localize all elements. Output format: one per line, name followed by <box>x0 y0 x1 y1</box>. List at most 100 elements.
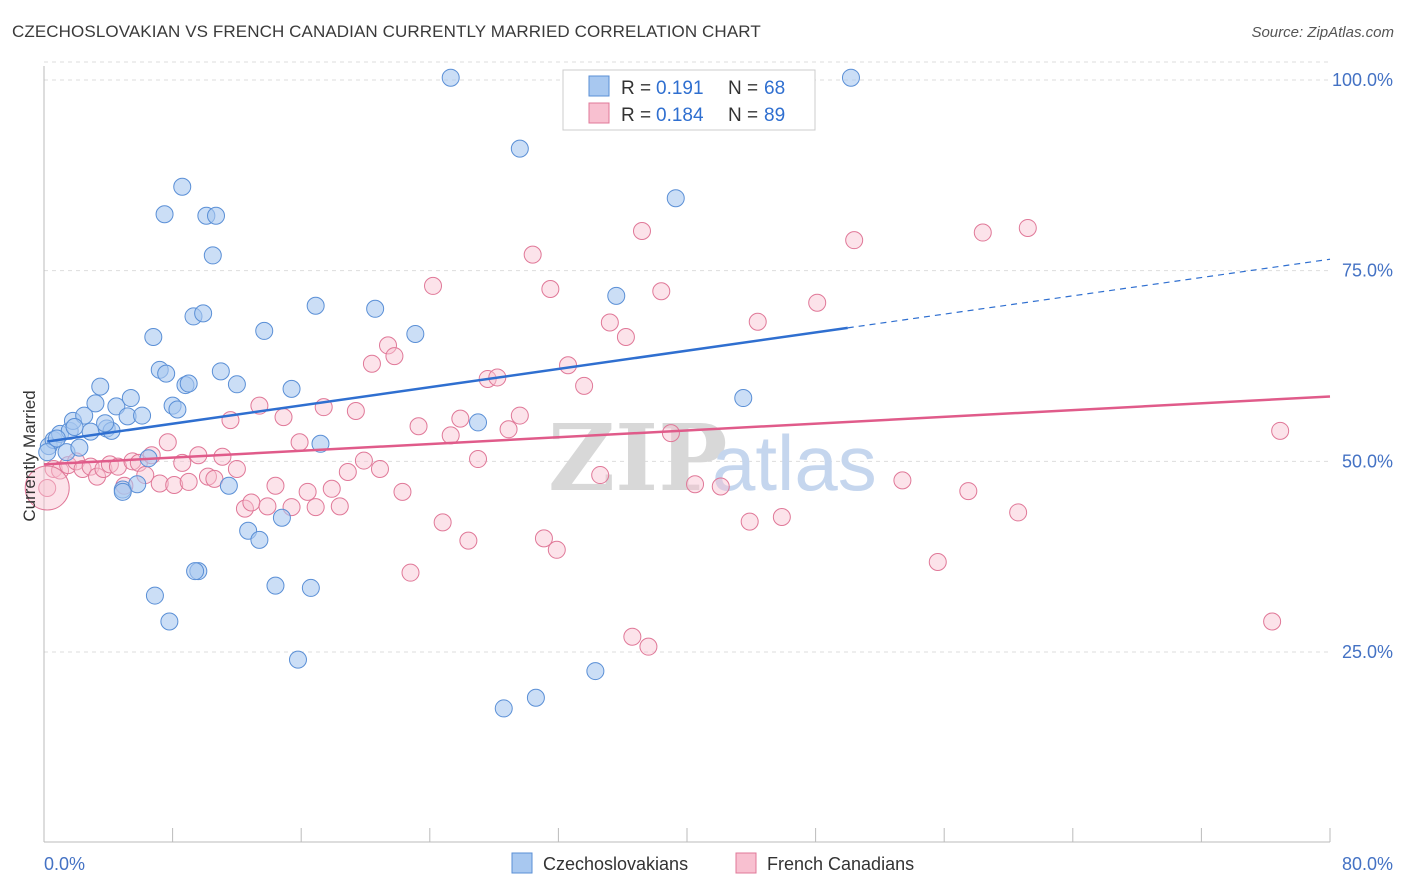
czechoslovakians-point <box>255 321 274 340</box>
czechoslovakians-point <box>179 374 198 393</box>
bottom-legend-blue-swatch <box>511 852 533 874</box>
french-canadians-point <box>258 497 277 516</box>
y-tick-label: 25.0% <box>1342 642 1393 662</box>
french-canadians-point <box>559 356 578 375</box>
czechoslovakians-point <box>586 662 605 681</box>
french-canadians-point <box>274 408 293 427</box>
french-canadians-point <box>652 282 671 301</box>
french-canadians-point <box>623 627 642 646</box>
czechoslovakians-point <box>250 530 269 549</box>
legend-r-label-2: R = <box>621 105 651 126</box>
french-canadians-point <box>24 465 70 511</box>
czechoslovakians-point <box>494 699 513 718</box>
czechoslovakians-point <box>526 688 545 707</box>
french-canadians-point <box>401 563 420 582</box>
czechoslovakians-point <box>194 304 213 323</box>
czechoslovakians-point <box>306 296 325 315</box>
czechoslovakians-points <box>38 68 860 718</box>
czechoslovakians-point <box>211 362 230 381</box>
french-canadians-point <box>845 231 864 250</box>
french-canadians-point <box>173 453 192 472</box>
french-canadians-point <box>424 276 443 295</box>
french-canadians-point <box>1018 218 1037 237</box>
french-canadians-point <box>362 354 381 373</box>
y-tick-labels: 25.0% 50.0% 75.0% 100.0% <box>1332 70 1393 662</box>
french-canadians-point <box>510 406 529 425</box>
watermark: ZIP atlas <box>548 404 877 512</box>
czechoslovakians-point <box>510 139 529 158</box>
legend-blue-swatch <box>588 75 610 97</box>
czechoslovakians-point <box>227 375 246 394</box>
french-canadians-point <box>1009 503 1028 522</box>
legend-top: R = 0.191 N = 68 R = 0.184 N = 89 <box>562 69 816 131</box>
czechoslovakians-point <box>121 389 140 408</box>
bottom-legend-pink-swatch <box>735 852 757 874</box>
french-canadians-point <box>575 376 594 395</box>
czechoslovakians-point <box>207 206 226 225</box>
french-canadians-point <box>740 512 759 531</box>
legend-n-value-2: 89 <box>764 105 785 126</box>
czechoslovakians-point <box>282 379 301 398</box>
french-canadians-point <box>973 223 992 242</box>
french-canadians-point <box>433 513 452 532</box>
french-canadians-point <box>928 553 947 572</box>
grid-lines <box>44 61 1330 653</box>
french-canadians-point <box>541 279 560 298</box>
french-canadians-point <box>322 479 341 498</box>
czechoslovakians-point <box>65 418 84 437</box>
y-tick-label: 50.0% <box>1342 451 1393 471</box>
legend-bottom: Czechoslovakians French Canadians <box>511 852 914 874</box>
legend-n-label-1: N = <box>728 78 758 99</box>
french-canadians-point <box>711 477 730 496</box>
czechoslovakians-point <box>406 324 425 343</box>
french-canadians-point <box>959 482 978 501</box>
french-canadians-point <box>354 451 373 470</box>
french-canadians-point <box>227 459 246 478</box>
french-canadians-point <box>499 420 518 439</box>
french-canadians-point <box>266 476 285 495</box>
french-canadians-point <box>385 347 404 366</box>
french-canadians-point <box>38 479 57 498</box>
legend-n-value-1: 68 <box>764 78 785 99</box>
french-canadians-point <box>409 417 428 436</box>
french-canadians-point <box>523 245 542 264</box>
french-canadians-point <box>393 482 412 501</box>
french-canadians-point <box>338 463 357 482</box>
legend-r-value-2: 0.184 <box>656 105 704 126</box>
french-canadians-point <box>451 409 470 428</box>
french-canadians-point <box>150 474 169 493</box>
source-label: Source: ZipAtlas.com <box>1251 24 1394 41</box>
french-canadians-point <box>591 466 610 485</box>
french-canadians-point <box>459 531 478 550</box>
czechoslovakians-point <box>666 189 685 208</box>
czechoslovakians-point <box>734 389 753 408</box>
czechoslovakians-point <box>366 299 385 318</box>
french-canadians-point <box>205 469 224 488</box>
french-canadians-point <box>808 293 827 312</box>
bottom-legend-french-canadians: French Canadians <box>767 854 914 874</box>
czechoslovakians-point <box>155 205 174 224</box>
czechoslovakians-point <box>607 286 626 305</box>
czechoslovakians-point <box>469 413 488 432</box>
french-canadians-point <box>88 467 107 486</box>
french-canadians-point <box>772 508 791 527</box>
bottom-legend-czechoslovakians: Czechoslovakians <box>543 854 688 874</box>
czechoslovakians-point <box>157 364 176 383</box>
czechoslovakians-point <box>133 406 152 425</box>
watermark-atlas: atlas <box>712 419 877 507</box>
czechoslovakians-point <box>301 578 320 597</box>
chart-title: CZECHOSLOVAKIAN VS FRENCH CANADIAN CURRE… <box>12 22 761 41</box>
x-tick-labels: 0.0% 80.0% <box>44 854 1393 874</box>
trend-lines <box>43 258 1331 466</box>
legend-r-label-1: R = <box>621 78 651 99</box>
french-canadians-point <box>748 312 767 331</box>
french-canadians-point <box>1271 421 1290 440</box>
czechoslovakians-point <box>219 476 238 495</box>
french-canadians-point <box>616 328 635 347</box>
czechoslovakians-point <box>841 68 860 87</box>
french-canadians-point <box>469 450 488 469</box>
french-canadians-point <box>290 433 309 452</box>
czechoslovakians-point <box>311 434 330 453</box>
czechoslovakians-point <box>168 400 187 419</box>
